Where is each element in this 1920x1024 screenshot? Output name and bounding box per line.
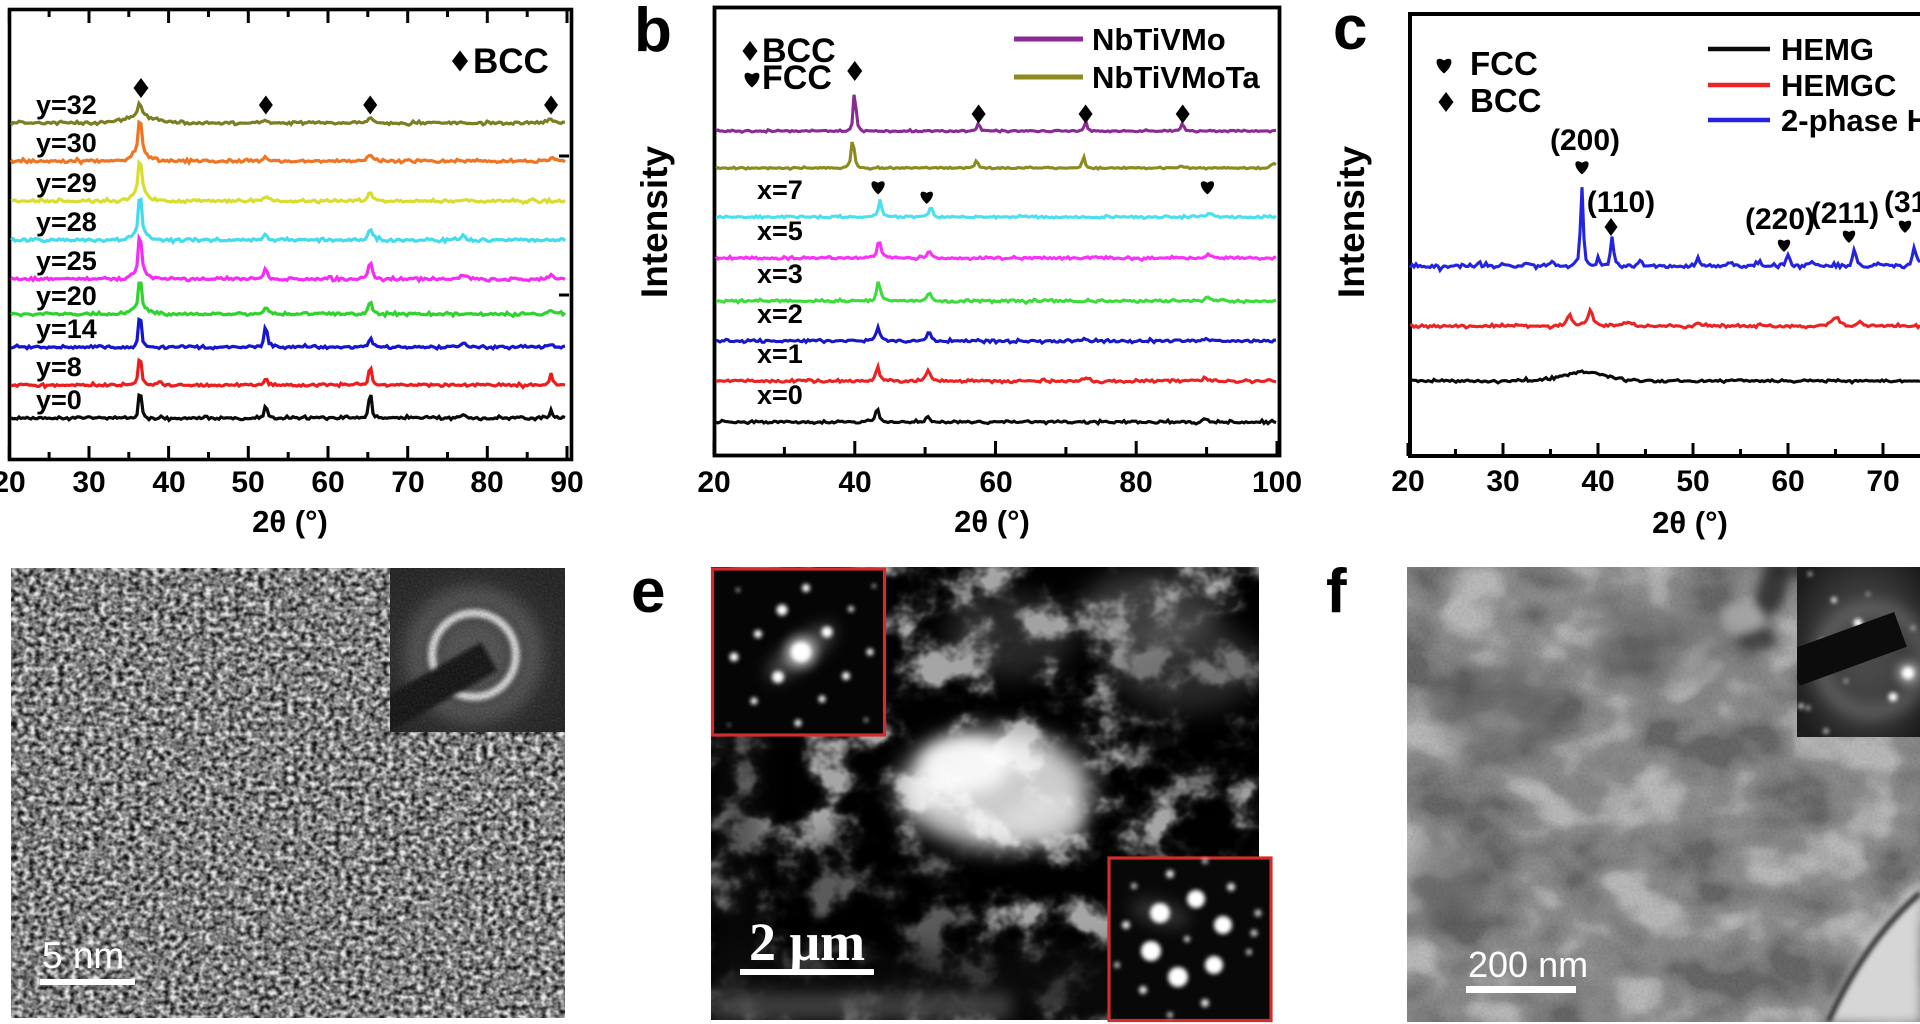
svg-text:BCC: BCC	[473, 42, 549, 81]
svg-text:2-phase HEM: 2-phase HEM	[1781, 103, 1920, 138]
svg-text:20: 20	[1391, 465, 1424, 498]
svg-text:HEMGC: HEMGC	[1781, 68, 1896, 103]
svg-text:2θ (°): 2θ (°)	[252, 504, 328, 539]
svg-text:e: e	[631, 557, 665, 626]
svg-text:80: 80	[1119, 466, 1152, 499]
svg-text:y=28: y=28	[36, 207, 97, 237]
svg-text:x=0: x=0	[757, 380, 803, 410]
svg-text:2 μm: 2 μm	[749, 912, 865, 972]
svg-text:60: 60	[311, 466, 344, 499]
svg-text:60: 60	[979, 466, 1012, 499]
svg-text:2θ (°): 2θ (°)	[1652, 505, 1728, 540]
svg-text:70: 70	[391, 466, 424, 499]
svg-text:50: 50	[231, 466, 264, 499]
svg-text:(220): (220)	[1745, 203, 1815, 236]
svg-text:BCC: BCC	[762, 32, 836, 70]
svg-text:x=2: x=2	[757, 299, 803, 329]
svg-text:80: 80	[470, 466, 503, 499]
svg-text:y=25: y=25	[36, 246, 97, 276]
svg-text:y=14: y=14	[36, 314, 97, 344]
svg-text:30: 30	[72, 466, 105, 499]
svg-text:Intensity: Intensity	[1331, 146, 1372, 299]
svg-text:2θ (°): 2θ (°)	[954, 504, 1030, 539]
svg-text:90: 90	[550, 466, 583, 499]
svg-text:x=5: x=5	[757, 216, 803, 246]
svg-text:NbTiVMoTa: NbTiVMoTa	[1092, 60, 1260, 95]
svg-text:(31: (31	[1884, 186, 1920, 219]
svg-text:5 nm: 5 nm	[42, 935, 124, 976]
svg-text:(211): (211)	[1811, 197, 1879, 230]
svg-text:b: b	[634, 0, 672, 65]
svg-text:40: 40	[838, 466, 871, 499]
svg-text:f: f	[1326, 557, 1347, 626]
svg-text:(110): (110)	[1587, 186, 1655, 219]
svg-text:y=8: y=8	[36, 352, 82, 382]
svg-text:y=32: y=32	[36, 90, 97, 120]
svg-text:NbTiVMo: NbTiVMo	[1092, 22, 1226, 57]
svg-text:y=29: y=29	[36, 168, 97, 198]
svg-text:20: 20	[697, 466, 730, 499]
svg-text:y=20: y=20	[36, 281, 97, 311]
svg-text:BCC: BCC	[1470, 82, 1542, 119]
svg-text:FCC: FCC	[762, 59, 832, 97]
svg-text:100: 100	[1252, 466, 1302, 499]
svg-text:HEMG: HEMG	[1781, 32, 1874, 67]
svg-text:Intensity: Intensity	[634, 146, 675, 299]
svg-text:y=0: y=0	[36, 385, 82, 415]
svg-text:20: 20	[0, 466, 26, 499]
svg-text:60: 60	[1771, 465, 1804, 498]
svg-text:x=7: x=7	[757, 175, 803, 205]
svg-text:200 nm: 200 nm	[1468, 944, 1588, 985]
svg-text:x=3: x=3	[757, 259, 803, 289]
svg-text:40: 40	[152, 466, 185, 499]
svg-text:x=1: x=1	[757, 339, 803, 369]
svg-text:(200): (200)	[1550, 124, 1620, 157]
svg-text:c: c	[1333, 0, 1367, 63]
svg-text:50: 50	[1676, 465, 1709, 498]
svg-text:40: 40	[1581, 465, 1614, 498]
svg-text:FCC: FCC	[1470, 45, 1538, 82]
svg-text:y=30: y=30	[36, 128, 97, 158]
svg-text:30: 30	[1486, 465, 1519, 498]
svg-text:70: 70	[1866, 465, 1899, 498]
